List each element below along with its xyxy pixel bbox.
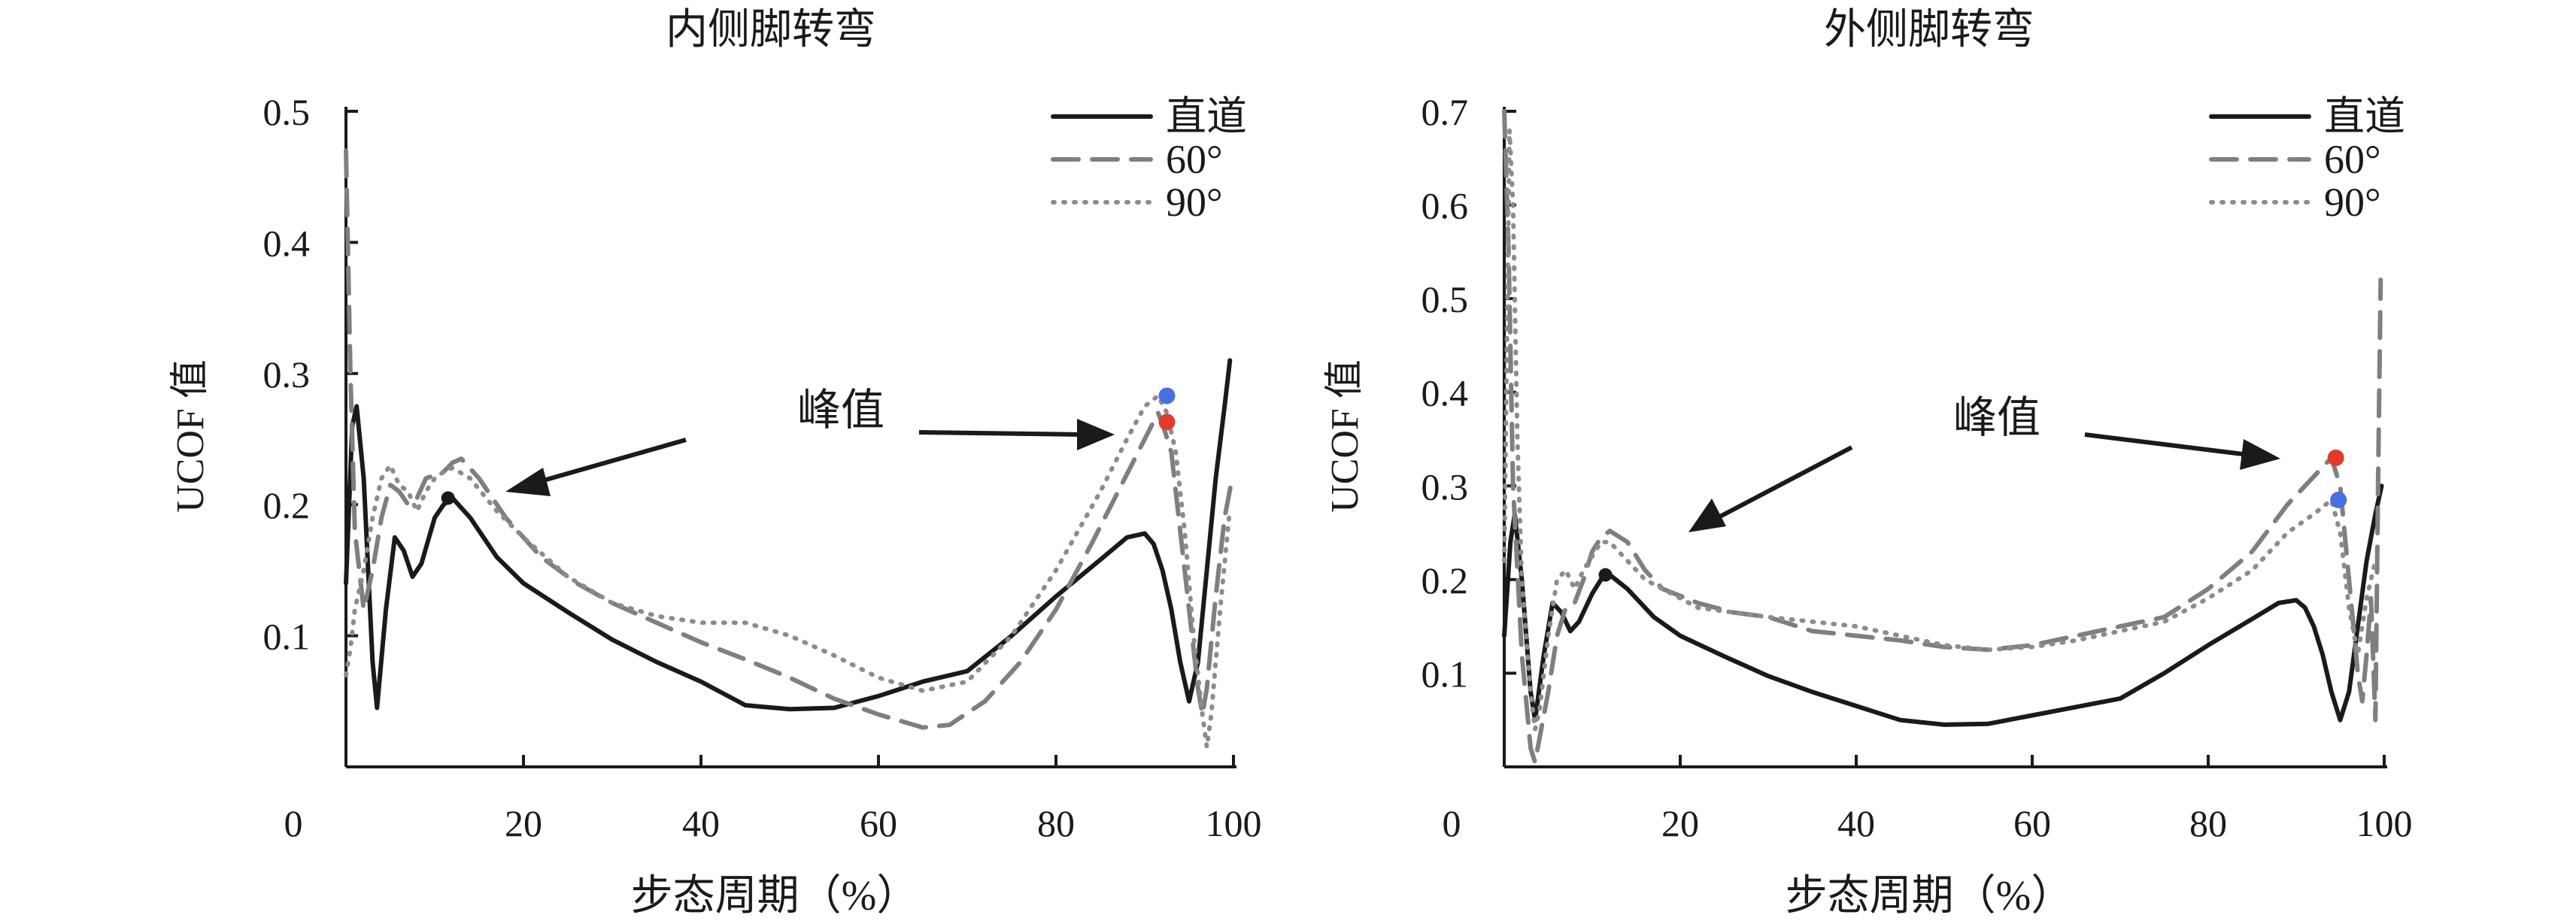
y-tick-label: 0.4 bbox=[263, 222, 311, 264]
series-line bbox=[1502, 127, 2378, 732]
peak-marker bbox=[2330, 491, 2347, 508]
chart-panel-outer-foot: 外侧脚转弯 UCOF 值 步态周期（%） 0.10.20.30.40.50.60… bbox=[1324, 7, 2413, 919]
axes: 0.1 0.2 0.3 0.4 0.5 0.6 0.7 0 20 40 60 80 100 bbox=[1422, 91, 2413, 844]
y-tick-label: 0.1 bbox=[263, 616, 311, 658]
axes: 0.1 0.2 0.3 0.4 0.5 0 20 40 60 80 100 bbox=[263, 91, 1262, 844]
series-line bbox=[344, 148, 1233, 730]
peak-annotation-label: 峰值 bbox=[1953, 393, 2040, 442]
legend-label: 60° bbox=[2324, 137, 2381, 182]
legend-label: 90° bbox=[2324, 180, 2381, 225]
chart-title: 外侧脚转弯 bbox=[1824, 7, 2034, 53]
peak-marker bbox=[1158, 414, 1176, 431]
legend-label: 60° bbox=[1166, 137, 1223, 182]
peak-arrow-left bbox=[505, 438, 687, 496]
peak-marker bbox=[2327, 449, 2344, 466]
series-line bbox=[344, 358, 1233, 712]
point-marker bbox=[1598, 568, 1613, 582]
x-tick-label: 100 bbox=[2356, 802, 2413, 844]
x-tick-label: 80 bbox=[1037, 802, 1075, 844]
y-axis-label: UCOF 值 bbox=[1324, 359, 1367, 513]
x-tick-label: 60 bbox=[860, 802, 897, 844]
peak-marker bbox=[1158, 387, 1176, 404]
y-tick-label: 0.5 bbox=[263, 91, 311, 133]
y-tick-label: 0.7 bbox=[1422, 91, 1469, 133]
x-tick-label: 20 bbox=[505, 802, 542, 844]
legend-label: 90° bbox=[1166, 180, 1223, 225]
peak-arrow-right bbox=[2084, 432, 2280, 470]
peak-annotation-label: 峰值 bbox=[797, 386, 884, 435]
y-tick-label: 0.2 bbox=[1422, 559, 1469, 601]
point-marker bbox=[441, 491, 455, 505]
y-tick-label: 0.6 bbox=[1422, 185, 1469, 227]
x-axis-label: 步态周期（%） bbox=[631, 873, 919, 919]
x-tick-label: 20 bbox=[1661, 802, 1699, 844]
series-layer bbox=[1502, 109, 2384, 765]
y-tick-label: 0.1 bbox=[1422, 653, 1469, 695]
x-tick-label: 0 bbox=[1443, 802, 1461, 844]
y-axis-label: UCOF 值 bbox=[169, 359, 212, 513]
series-line bbox=[1502, 109, 2383, 765]
x-tick-label: 0 bbox=[284, 802, 303, 844]
y-tick-label: 0.2 bbox=[263, 484, 311, 526]
peak-arrow-left bbox=[1689, 445, 1853, 532]
chart-title: 内侧脚转弯 bbox=[666, 7, 876, 53]
marker-layer bbox=[441, 387, 1176, 505]
y-tick-label: 0.3 bbox=[263, 353, 311, 395]
y-tick-label: 0.3 bbox=[1422, 465, 1469, 507]
y-tick-label: 0.5 bbox=[1422, 278, 1469, 320]
series-line bbox=[1502, 483, 2384, 727]
chart-panel-inner-foot: 内侧脚转弯 UCOF 值 步态周期（%） 0.1 0.2 0.3 0.4 0.5 0 20 4… bbox=[169, 7, 1262, 919]
legend-label: 直道 bbox=[1166, 94, 1247, 139]
peak-arrow-right bbox=[918, 419, 1115, 450]
series-layer bbox=[344, 148, 1233, 750]
marker-layer bbox=[1598, 449, 2347, 582]
y-tick-label: 0.4 bbox=[1422, 372, 1469, 414]
x-tick-label: 40 bbox=[1837, 802, 1875, 844]
x-tick-label: 100 bbox=[1206, 802, 1262, 844]
series-line bbox=[344, 393, 1232, 750]
x-tick-label: 60 bbox=[2013, 802, 2051, 844]
legend-label: 直道 bbox=[2324, 94, 2405, 139]
x-tick-label: 40 bbox=[682, 802, 720, 844]
x-axis-label: 步态周期（%） bbox=[1786, 873, 2074, 919]
x-tick-label: 80 bbox=[2189, 802, 2227, 844]
